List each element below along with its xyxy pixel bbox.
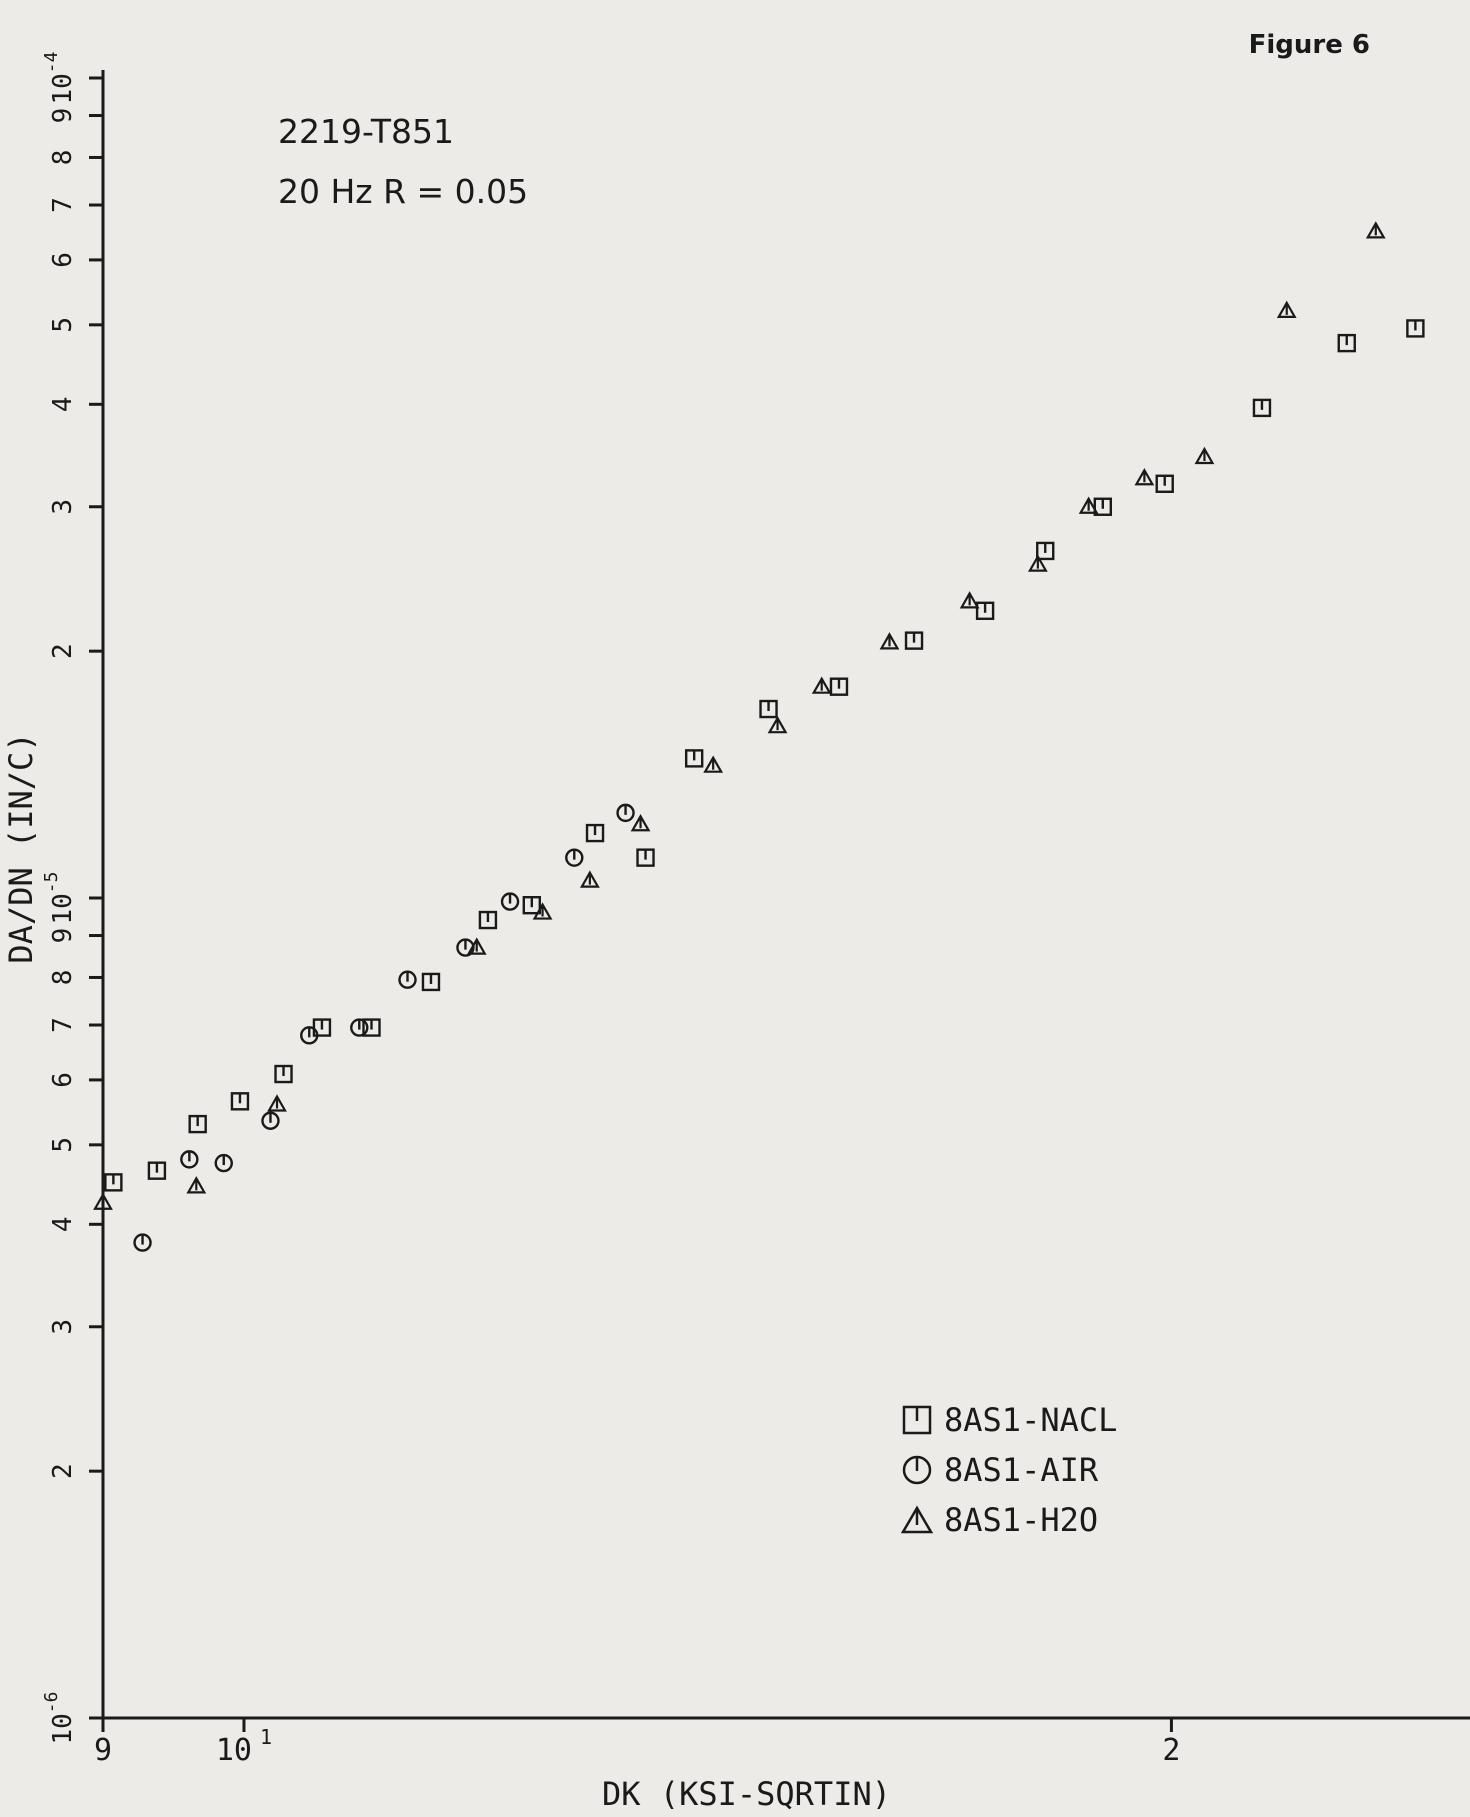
data-point-circle [300, 1026, 319, 1045]
data-point-circle [214, 1153, 233, 1173]
data-point-square [188, 1114, 207, 1134]
data-point-circle [456, 938, 475, 957]
data-point-triangle [767, 715, 788, 734]
data-point-square [1036, 541, 1055, 561]
data-point-circle [565, 848, 584, 867]
data-point-triangle [186, 1176, 207, 1194]
x-tick-label: 9 [94, 1733, 112, 1768]
y-axis-label: DA/DN (IN/C) [2, 732, 40, 963]
y-tick-label: 6 [48, 252, 78, 268]
y-tick-label: 9 [48, 108, 78, 124]
data-point-circle [616, 803, 635, 823]
data-point-square [1337, 333, 1356, 353]
material-annotation: 2219-T851 [278, 112, 455, 151]
triangle-marker-icon [900, 1505, 934, 1534]
data-point-circle [133, 1233, 152, 1252]
data-point-triangle [93, 1192, 113, 1210]
square-marker-icon [902, 1405, 932, 1435]
data-point-square [1406, 319, 1425, 338]
y-tick-label: 10-5 [41, 872, 78, 925]
y-tick-label: 10-4 [41, 52, 78, 105]
data-point-triangle [811, 676, 832, 694]
y-tick-label: 4 [48, 396, 78, 412]
y-tick-label: 2 [48, 643, 78, 659]
data-point-square [147, 1161, 167, 1180]
data-point-square [1155, 474, 1174, 493]
data-point-square [421, 972, 441, 992]
y-tick-label: 5 [48, 1137, 78, 1153]
data-point-triangle [579, 870, 600, 888]
y-tick-label: 7 [48, 1017, 78, 1033]
figure-label: Figure 6 [1248, 30, 1370, 60]
data-point-triangle [1078, 496, 1099, 514]
data-point-square [230, 1092, 250, 1111]
data-point-triangle [879, 632, 900, 650]
y-tick-label: 7 [48, 197, 78, 213]
test-conditions-annotation: 20 Hz R = 0.05 [278, 172, 529, 211]
data-point-triangle [466, 937, 487, 955]
legend-label-h2o: 8AS1-H2O [944, 1501, 1099, 1539]
data-point-circle [398, 970, 417, 989]
data-point-triangle [532, 902, 553, 920]
data-point-square [104, 1173, 123, 1192]
y-tick-label: 10-6 [41, 1692, 78, 1745]
circle-marker-icon [902, 1455, 932, 1485]
data-point-triangle [267, 1094, 287, 1112]
data-point-circle [180, 1150, 199, 1169]
y-tick-label: 8 [48, 150, 78, 166]
x-axis-label: DK (KSI-SQRTIN) [602, 1775, 891, 1813]
data-point-square [636, 848, 655, 867]
data-point-triangle [1134, 468, 1155, 486]
data-point-triangle [959, 591, 980, 609]
data-point-square [684, 749, 704, 768]
data-point-square [975, 601, 995, 620]
legend-item-h2o: 8AS1-H2O [900, 1495, 1117, 1545]
data-point-square [829, 677, 849, 696]
data-point-square [274, 1064, 293, 1084]
data-point-square [759, 699, 778, 719]
data-point-circle [261, 1111, 280, 1130]
data-point-triangle [1276, 300, 1297, 318]
y-tick-label: 2 [48, 1463, 78, 1479]
x-tick-label: 10 1 [216, 1725, 272, 1768]
data-point-circle [350, 1018, 369, 1037]
y-tick-label: 6 [48, 1072, 78, 1088]
data-point-triangle [1365, 221, 1386, 239]
y-tick-label: 3 [48, 499, 78, 515]
data-point-triangle [703, 755, 724, 773]
data-point-square [904, 631, 924, 650]
legend-item-air: 8AS1-AIR [900, 1445, 1117, 1495]
x-tick-label: 2 [1162, 1733, 1180, 1768]
legend-item-nacl: 8AS1-NACL [900, 1395, 1117, 1445]
y-tick-label: 5 [48, 317, 78, 333]
legend-label-nacl: 8AS1-NACL [944, 1401, 1118, 1439]
legend-label-air: 8AS1-AIR [944, 1451, 1099, 1489]
y-tick-label: 4 [48, 1216, 78, 1232]
data-point-triangle [1027, 554, 1048, 572]
data-point-square [1252, 398, 1272, 418]
y-tick-label: 3 [48, 1319, 78, 1335]
data-point-triangle [1194, 446, 1215, 465]
y-tick-label: 9 [48, 928, 78, 944]
data-point-square [478, 910, 498, 930]
y-tick-label: 8 [48, 970, 78, 986]
legend: 8AS1-NACL 8AS1-AIR 8AS1-H2O [900, 1395, 1117, 1545]
data-point-square [522, 895, 542, 915]
data-point-triangle [630, 814, 651, 832]
data-point-square [585, 823, 605, 843]
data-point-circle [500, 892, 520, 911]
data-point-square [1093, 497, 1112, 516]
data-point-square [362, 1018, 381, 1037]
